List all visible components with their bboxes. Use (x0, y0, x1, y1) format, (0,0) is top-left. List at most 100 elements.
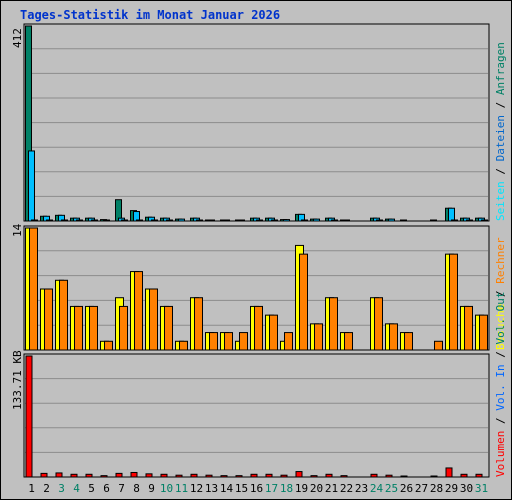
side-legend-bottom: Volumen / Vol. In / Vol. Out (494, 292, 507, 477)
legend-segment: Anfragen (494, 42, 507, 96)
y-max-label-requests: 412 (11, 28, 24, 48)
x-label-day-17: 17 (264, 482, 279, 495)
bar-rechner-5 (89, 305, 98, 351)
bar-dateien-15 (238, 219, 245, 222)
bar-volumen-15 (235, 475, 243, 478)
bar-volumen-21 (325, 473, 333, 478)
x-label-day-31: 31 (474, 482, 489, 495)
bar-rechner-19 (299, 253, 308, 351)
bar-rechner-29 (449, 253, 458, 351)
bar-seiten-16 (256, 219, 263, 222)
x-label-day-19: 19 (294, 482, 309, 495)
bar-volumen-11 (175, 474, 183, 478)
bar-rechner-22 (344, 332, 353, 351)
bar-rechner-30 (464, 305, 473, 351)
x-label-day-30: 30 (459, 482, 474, 495)
bar-rechner-12 (194, 297, 203, 351)
bar-volumen-31 (475, 473, 483, 478)
bar-volumen-22 (340, 475, 348, 478)
bar-seiten-3 (61, 219, 68, 222)
bar-rechner-8 (134, 271, 143, 351)
bar-volumen-7 (115, 472, 123, 478)
x-label-day-14: 14 (219, 482, 234, 495)
bar-seiten-31 (481, 219, 488, 222)
bar-volumen-20 (310, 475, 318, 478)
bar-rechner-26 (404, 332, 413, 351)
bar-volumen-17 (265, 473, 273, 478)
bar-volumen-25 (385, 474, 393, 478)
x-label-day-18: 18 (279, 482, 294, 495)
bar-volumen-29 (445, 467, 453, 478)
bar-seiten-19 (301, 219, 308, 222)
x-label-day-20: 20 (309, 482, 324, 495)
x-label-day-13: 13 (204, 482, 219, 495)
bar-rechner-3 (59, 279, 68, 351)
bar-rechner-13 (209, 332, 218, 351)
bar-volumen-19 (295, 471, 303, 478)
x-label-day-7: 7 (118, 482, 125, 495)
x-label-day-9: 9 (148, 482, 155, 495)
bar-rechner-18 (284, 332, 293, 351)
legend-segment: / (494, 161, 507, 182)
bar-dateien-25 (388, 218, 395, 222)
bar-seiten-2 (46, 219, 53, 222)
bar-volumen-14 (220, 475, 228, 478)
bar-seiten-9 (151, 219, 158, 222)
y-max-label-visits: 14 (11, 223, 24, 237)
legend-segment: Seiten (494, 181, 507, 221)
bar-rechner-2 (44, 288, 53, 351)
bar-rechner-11 (179, 340, 188, 351)
bar-anfragen-28 (430, 219, 437, 222)
bar-rechner-25 (389, 323, 398, 351)
chart-title: Tages-Statistik im Monat Januar 2026 (20, 8, 281, 22)
bar-rechner-10 (164, 305, 173, 351)
x-label-day-2: 2 (43, 482, 50, 495)
x-label-day-6: 6 (103, 482, 110, 495)
x-label-day-23: 23 (354, 482, 369, 495)
legend-segment: Dateien (494, 115, 507, 162)
bar-seiten-1 (31, 219, 38, 222)
bar-volumen-30 (460, 473, 468, 478)
panel-frame (23, 353, 490, 478)
x-label-day-16: 16 (249, 482, 264, 495)
legend-segment: Volumen (494, 430, 507, 477)
legend-segment: Vol. Out (494, 291, 507, 345)
legend-segment: Rechner (494, 237, 507, 284)
bar-seiten-30 (466, 219, 473, 222)
legend-segment: / (494, 410, 507, 431)
x-label-day-8: 8 (133, 482, 140, 495)
bar-dateien-22 (343, 219, 350, 222)
bar-volumen-9 (145, 473, 153, 478)
bar-rechner-6 (104, 340, 113, 351)
bar-volumen-2 (40, 472, 48, 478)
bar-seiten-10 (166, 219, 173, 222)
x-label-day-11: 11 (174, 482, 189, 495)
legend-segment: Vol. In (494, 364, 507, 411)
x-label-day-24: 24 (369, 482, 384, 495)
bar-rechner-7 (119, 305, 128, 351)
bar-volumen-8 (130, 471, 138, 478)
bar-rechner-1 (29, 227, 38, 351)
bar-volumen-12 (190, 473, 198, 478)
side-legend-top: Seiten / Dateien / Anfragen (494, 42, 507, 221)
x-label-day-15: 15 (234, 482, 249, 495)
x-label-day-27: 27 (414, 482, 429, 495)
bar-seiten-7 (121, 219, 128, 222)
x-label-day-25: 25 (384, 482, 399, 495)
bar-dateien-29 (448, 207, 455, 222)
bar-dateien-1 (28, 150, 35, 222)
bar-seiten-29 (451, 219, 458, 222)
bar-dateien-13 (208, 219, 215, 222)
bar-volumen-18 (280, 474, 288, 478)
bar-dateien-20 (313, 218, 320, 222)
bar-rechner-31 (479, 314, 488, 351)
bar-rechner-14 (224, 332, 233, 351)
legend-segment: / (494, 344, 507, 365)
bar-rechner-15 (239, 332, 248, 351)
x-label-day-1: 1 (28, 482, 35, 495)
legend-segment: / (494, 95, 507, 116)
bar-volumen-6 (100, 475, 108, 478)
x-label-day-4: 4 (73, 482, 80, 495)
bar-volumen-4 (70, 473, 78, 478)
